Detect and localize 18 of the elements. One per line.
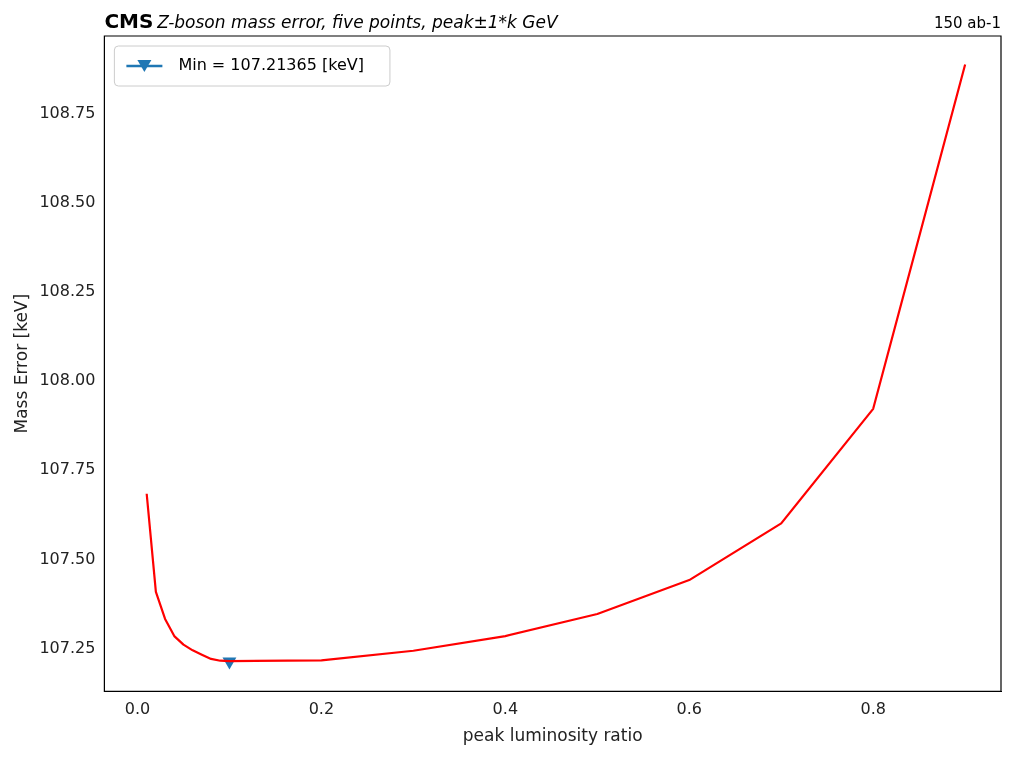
y-tick-label: 107.25 — [39, 637, 96, 657]
chart-subtitle: Z-boson mass error, five points, peak±1*k GeV — [156, 12, 559, 32]
y-tick-label: 107.50 — [39, 548, 96, 568]
x-tick-label: 0.8 — [860, 699, 886, 719]
x-tick-label: 0.0 — [124, 699, 151, 719]
y-tick-label: 107.75 — [39, 459, 96, 479]
x-axis-title: peak luminosity ratio — [462, 725, 643, 746]
y-tick-label: 108.75 — [39, 102, 96, 122]
x-tick-label: 0.6 — [676, 699, 702, 719]
x-tick-label: 0.2 — [308, 699, 335, 719]
legend-label: Min = 107.21365 [keV] — [178, 55, 364, 75]
y-tick-label: 108.50 — [39, 191, 96, 211]
x-tick-label: 0.4 — [492, 699, 519, 719]
y-tick-label: 108.00 — [39, 370, 96, 390]
y-tick-label: 108.25 — [39, 280, 96, 300]
text: 150 ab-1 — [933, 14, 1001, 32]
y-axis-title: Mass Error [keV] — [10, 293, 31, 434]
chart-title: CMS — [104, 9, 154, 33]
